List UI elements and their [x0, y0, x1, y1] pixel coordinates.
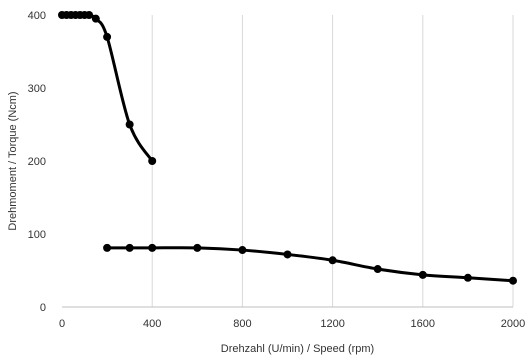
- series-layer: [58, 11, 517, 285]
- x-tick-label: 2000: [501, 318, 525, 330]
- data-point: [85, 11, 94, 19]
- x-tick-label: 1600: [411, 318, 435, 330]
- x-axis-title: Drehzahl (U/min) / Speed (rpm): [221, 343, 374, 355]
- data-point: [509, 276, 517, 285]
- data-point: [148, 243, 157, 252]
- data-point: [193, 243, 202, 252]
- y-axis-title: Drehmoment / Torque (Ncm): [7, 91, 19, 230]
- data-point: [125, 120, 134, 129]
- x-tick-label: 400: [143, 318, 161, 330]
- series-line-2: [105, 246, 515, 283]
- y-tick-label: 200: [28, 156, 46, 168]
- data-point: [103, 243, 112, 252]
- data-point: [283, 250, 292, 259]
- data-point: [373, 265, 382, 274]
- x-tick-label: 1200: [320, 318, 344, 330]
- data-point: [463, 273, 472, 282]
- x-tick-label: 800: [233, 318, 251, 330]
- data-point: [328, 256, 337, 265]
- y-tick-label: 300: [28, 83, 46, 95]
- y-tick-label: 400: [28, 10, 46, 22]
- tick-labels: 0 400 800 1200 1600 2000 0 100 200 300 400: [28, 10, 526, 330]
- data-point: [148, 157, 157, 165]
- data-point: [103, 32, 112, 41]
- data-point: [125, 243, 134, 252]
- data-point: [418, 270, 427, 279]
- x-tick-label: 0: [59, 318, 65, 330]
- gridlines: [151, 15, 514, 307]
- y-tick-label: 100: [28, 229, 46, 241]
- y-tick-label: 0: [40, 302, 46, 314]
- data-point: [91, 14, 100, 23]
- data-point: [238, 246, 247, 255]
